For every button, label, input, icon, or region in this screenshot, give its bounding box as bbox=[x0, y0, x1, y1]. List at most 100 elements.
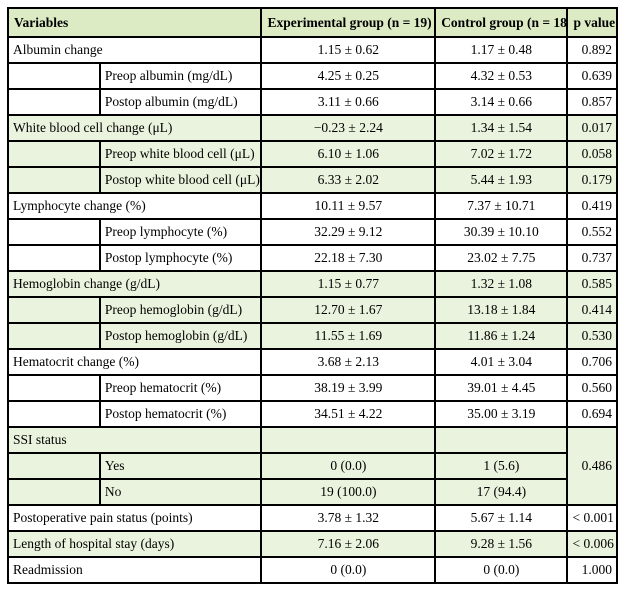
experimental-value bbox=[260, 426, 437, 454]
control-value: 17 (94.4) bbox=[434, 478, 569, 506]
control-value: 1.34 ± 1.54 bbox=[434, 114, 569, 142]
p-value: 0.530 bbox=[566, 322, 618, 350]
row-label: Postop white blood cell (μL) bbox=[98, 166, 263, 194]
table-row-preop-albumin: Preop albumin (mg/dL) 4.25 ± 0.25 4.32 ±… bbox=[7, 62, 618, 90]
row-label: Postop hematocrit (%) bbox=[98, 400, 263, 428]
experimental-value: 22.18 ± 7.30 bbox=[260, 244, 437, 272]
control-value: 1.32 ± 1.08 bbox=[434, 270, 569, 298]
control-value: 4.01 ± 3.04 bbox=[434, 348, 569, 376]
p-value: 0.414 bbox=[566, 296, 618, 324]
control-value: 39.01 ± 4.45 bbox=[434, 374, 569, 402]
p-value: < 0.006 bbox=[566, 530, 618, 558]
indent-cell bbox=[7, 62, 101, 90]
p-value: 0.706 bbox=[566, 348, 618, 376]
header-experimental-group: Experimental group (n = 19) bbox=[260, 7, 437, 38]
p-value: 0.892 bbox=[566, 36, 618, 64]
p-value: 0.179 bbox=[566, 166, 618, 194]
table-row-hospital-stay: Length of hospital stay (days) 7.16 ± 2.… bbox=[6, 530, 618, 558]
row-label: Yes bbox=[98, 452, 263, 480]
indent-cell bbox=[7, 296, 101, 324]
experimental-value: 7.16 ± 2.06 bbox=[260, 530, 437, 558]
indent-cell bbox=[7, 244, 101, 272]
p-value: < 0.001 bbox=[566, 504, 618, 532]
row-label: Postop albumin (mg/dL) bbox=[98, 88, 263, 116]
header-control-group: Control group (n = 18) bbox=[434, 7, 569, 38]
p-value: 0.737 bbox=[566, 244, 618, 272]
p-value: 0.857 bbox=[566, 88, 618, 116]
row-label: Preop white blood cell (μL) bbox=[98, 140, 263, 168]
control-value: 5.67 ± 1.14 bbox=[434, 504, 569, 532]
indent-cell bbox=[7, 452, 101, 480]
control-value: 1.17 ± 0.48 bbox=[434, 36, 569, 64]
table-row-lymphocyte-change: Lymphocyte change (%) 10.11 ± 9.57 7.37 … bbox=[6, 192, 618, 220]
table-row-preop-lymphocyte: Preop lymphocyte (%) 32.29 ± 9.12 30.39 … bbox=[7, 218, 618, 246]
experimental-value: 32.29 ± 9.12 bbox=[260, 218, 437, 246]
control-value: 9.28 ± 1.56 bbox=[434, 530, 569, 558]
table-row-ssi-no: No 19 (100.0) 17 (94.4) bbox=[7, 478, 617, 506]
indent-cell bbox=[7, 400, 101, 428]
header-p-value: p value bbox=[566, 7, 618, 38]
control-value: 30.39 ± 10.10 bbox=[434, 218, 569, 246]
table-row-ssi-status: SSI status 0.486 bbox=[6, 426, 618, 506]
experimental-value: 6.33 ± 2.02 bbox=[260, 166, 437, 194]
experimental-value: 4.25 ± 0.25 bbox=[260, 62, 437, 90]
table-row-hemoglobin-change: Hemoglobin change (g/dL) 1.15 ± 0.77 1.3… bbox=[6, 270, 618, 298]
table-row-ssi-yes: Yes 0 (0.0) 1 (5.6) bbox=[7, 452, 617, 480]
p-value: 0.419 bbox=[566, 192, 618, 220]
table-row-postop-hemoglobin: Postop hemoglobin (g/dL) 11.55 ± 1.69 11… bbox=[7, 322, 618, 350]
experimental-value: 11.55 ± 1.69 bbox=[260, 322, 437, 350]
indent-cell bbox=[7, 322, 101, 350]
indent-cell bbox=[7, 140, 101, 168]
experimental-value: 12.70 ± 1.67 bbox=[260, 296, 437, 324]
p-value: 0.694 bbox=[566, 400, 618, 428]
table-row-postoperative-pain: Postoperative pain status (points) 3.78 … bbox=[6, 504, 618, 532]
row-label: Preop hemoglobin (g/dL) bbox=[98, 296, 263, 324]
p-value: 0.552 bbox=[566, 218, 618, 246]
experimental-value: 3.68 ± 2.13 bbox=[260, 348, 437, 376]
experimental-value: 3.11 ± 0.66 bbox=[260, 88, 437, 116]
row-label: Length of hospital stay (days) bbox=[6, 530, 263, 558]
p-value: 0.560 bbox=[566, 374, 618, 402]
indent-cell bbox=[7, 218, 101, 246]
table-row-postop-albumin: Postop albumin (mg/dL) 3.11 ± 0.66 3.14 … bbox=[7, 88, 618, 116]
control-value bbox=[434, 426, 569, 454]
control-value: 7.37 ± 10.71 bbox=[434, 192, 569, 220]
experimental-value: 38.19 ± 3.99 bbox=[260, 374, 437, 402]
control-value: 23.02 ± 7.75 bbox=[434, 244, 569, 272]
row-label: Postoperative pain status (points) bbox=[6, 504, 263, 532]
row-label: White blood cell change (μL) bbox=[6, 114, 263, 142]
experimental-value: 0 (0.0) bbox=[260, 556, 437, 584]
indent-cell bbox=[7, 374, 101, 402]
row-label: Hematocrit change (%) bbox=[6, 348, 263, 376]
header-variables: Variables bbox=[6, 7, 263, 38]
experimental-value: 3.78 ± 1.32 bbox=[260, 504, 437, 532]
p-value: 0.486 bbox=[566, 426, 618, 506]
table-row-postop-lymphocyte: Postop lymphocyte (%) 22.18 ± 7.30 23.02… bbox=[7, 244, 618, 272]
row-label: No bbox=[98, 478, 263, 506]
table-row-postop-hematocrit: Postop hematocrit (%) 34.51 ± 4.22 35.00… bbox=[7, 400, 618, 428]
row-label: Hemoglobin change (g/dL) bbox=[6, 270, 263, 298]
table-row-preop-wbc: Preop white blood cell (μL) 6.10 ± 1.06 … bbox=[7, 140, 618, 168]
row-label: Readmission bbox=[6, 556, 263, 584]
p-value: 0.017 bbox=[566, 114, 618, 142]
indent-cell bbox=[7, 88, 101, 116]
experimental-value: 6.10 ± 1.06 bbox=[260, 140, 437, 168]
experimental-value: 34.51 ± 4.22 bbox=[260, 400, 437, 428]
p-value: 1.000 bbox=[566, 556, 618, 584]
table-row-wbc-change: White blood cell change (μL) −0.23 ± 2.2… bbox=[6, 114, 618, 142]
row-label: Preop hematocrit (%) bbox=[98, 374, 263, 402]
p-value: 0.058 bbox=[566, 140, 618, 168]
table-row-readmission: Readmission 0 (0.0) 0 (0.0) 1.000 bbox=[6, 556, 618, 584]
experimental-value: 19 (100.0) bbox=[260, 478, 437, 506]
control-value: 11.86 ± 1.24 bbox=[434, 322, 569, 350]
control-value: 13.18 ± 1.84 bbox=[434, 296, 569, 324]
results-table: Variables Experimental group (n = 19) Co… bbox=[6, 7, 618, 584]
row-label: Preop albumin (mg/dL) bbox=[98, 62, 263, 90]
indent-cell bbox=[7, 478, 101, 506]
control-value: 0 (0.0) bbox=[434, 556, 569, 584]
experimental-value: −0.23 ± 2.24 bbox=[260, 114, 437, 142]
experimental-value: 1.15 ± 0.77 bbox=[260, 270, 437, 298]
indent-cell bbox=[7, 166, 101, 194]
p-value: 0.639 bbox=[566, 62, 618, 90]
row-label: SSI status bbox=[6, 426, 263, 454]
